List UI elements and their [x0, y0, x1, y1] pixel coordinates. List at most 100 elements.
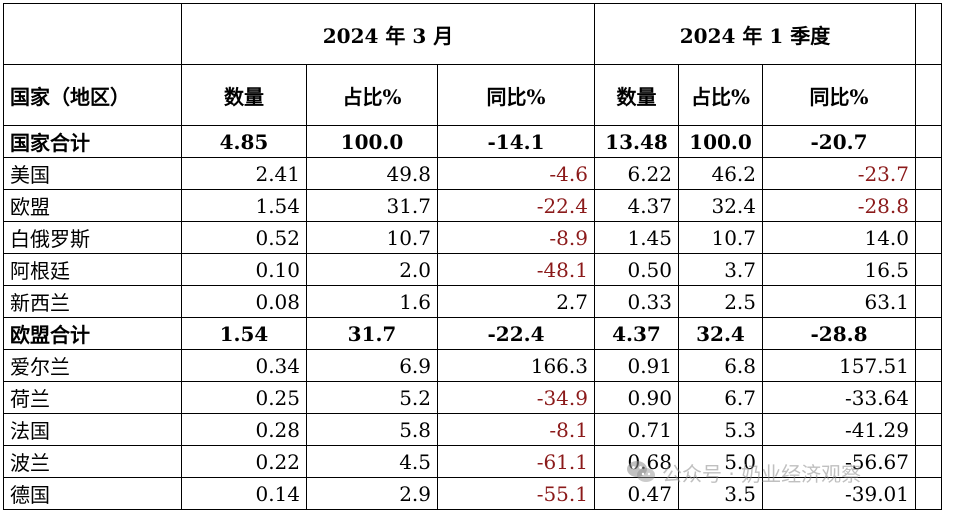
- column-header-qty-q1: 数量: [594, 64, 679, 126]
- value-cell-s1: 2.0: [306, 253, 438, 286]
- value-cell-s1: 4.5: [306, 445, 438, 478]
- value-cell-s1: 2.9: [306, 477, 438, 510]
- header-corner-cell: [3, 3, 182, 65]
- header-row-periods: 2024 年 3 月 2024 年 1 季度: [3, 3, 942, 65]
- value-cell-y1: -48.1: [437, 253, 595, 286]
- table-row: 阿根廷 0.10 2.0 -48.1 0.50 3.7 16.5: [3, 253, 942, 286]
- spare-cell: [915, 477, 942, 510]
- value-cell-y2: 16.5: [762, 253, 916, 286]
- table-row: 法国 0.28 5.8 -8.1 0.71 5.3 -41.29: [3, 413, 942, 446]
- value-cell-q1: 0.52: [181, 221, 307, 254]
- country-cell: 白俄罗斯: [3, 221, 182, 254]
- value-cell-s1: 10.7: [306, 221, 438, 254]
- value-cell-q1: 1.54: [181, 189, 307, 222]
- header-row-columns: 国家（地区） 数量 占比% 同比% 数量 占比% 同比%: [3, 64, 942, 126]
- spare-cell: [915, 253, 942, 286]
- value-cell-q2: 0.68: [594, 445, 679, 478]
- value-cell-q1: 1.54: [181, 317, 307, 350]
- table-row: 德国 0.14 2.9 -55.1 0.47 3.5 -39.01: [3, 477, 942, 510]
- value-cell-q2: 6.22: [594, 157, 679, 190]
- value-cell-s1: 100.0: [306, 125, 438, 158]
- value-cell-s1: 6.9: [306, 349, 438, 382]
- value-cell-s1: 49.8: [306, 157, 438, 190]
- value-cell-s2: 6.7: [678, 381, 763, 414]
- value-cell-s2: 5.3: [678, 413, 763, 446]
- value-cell-y1: -8.1: [437, 413, 595, 446]
- value-cell-q1: 4.85: [181, 125, 307, 158]
- value-cell-y1: -22.4: [437, 189, 595, 222]
- country-cell: 波兰: [3, 445, 182, 478]
- value-cell-s2: 3.7: [678, 253, 763, 286]
- spare-cell: [915, 189, 942, 222]
- value-cell-y2: -28.8: [762, 189, 916, 222]
- value-cell-q1: 0.14: [181, 477, 307, 510]
- import-data-table: 2024 年 3 月 2024 年 1 季度 国家（地区） 数量 占比% 同比%…: [3, 3, 942, 510]
- column-header-qty-march: 数量: [181, 64, 307, 126]
- value-cell-y2: -41.29: [762, 413, 916, 446]
- country-cell: 荷兰: [3, 381, 182, 414]
- value-cell-q2: 0.47: [594, 477, 679, 510]
- value-cell-s1: 5.8: [306, 413, 438, 446]
- value-cell-q2: 0.33: [594, 285, 679, 318]
- value-cell-q2: 0.90: [594, 381, 679, 414]
- value-cell-q2: 13.48: [594, 125, 679, 158]
- value-cell-s1: 5.2: [306, 381, 438, 414]
- value-cell-q1: 0.34: [181, 349, 307, 382]
- spare-cell: [915, 157, 942, 190]
- value-cell-q2: 0.50: [594, 253, 679, 286]
- column-header-share-march: 占比%: [306, 64, 438, 126]
- spare-column-subheader: [915, 64, 942, 126]
- value-cell-s1: 31.7: [306, 317, 438, 350]
- value-cell-y1: -22.4: [437, 317, 595, 350]
- value-cell-s1: 1.6: [306, 285, 438, 318]
- value-cell-y2: -28.8: [762, 317, 916, 350]
- country-cell: 新西兰: [3, 285, 182, 318]
- table-row: 荷兰 0.25 5.2 -34.9 0.90 6.7 -33.64: [3, 381, 942, 414]
- country-cell: 阿根廷: [3, 253, 182, 286]
- table-row: 欧盟 1.54 31.7 -22.4 4.37 32.4 -28.8: [3, 189, 942, 222]
- value-cell-y1: 166.3: [437, 349, 595, 382]
- value-cell-y2: -23.7: [762, 157, 916, 190]
- value-cell-q2: 1.45: [594, 221, 679, 254]
- value-cell-y1: -8.9: [437, 221, 595, 254]
- value-cell-y2: 63.1: [762, 285, 916, 318]
- table-body: 国家合计 4.85 100.0 -14.1 13.48 100.0 -20.7 美国 2.41 4…: [3, 125, 942, 510]
- value-cell-s2: 3.5: [678, 477, 763, 510]
- value-cell-q1: 0.25: [181, 381, 307, 414]
- column-header-country: 国家（地区）: [3, 64, 182, 126]
- table-row: 波兰 0.22 4.5 -61.1 0.68 5.0 -56.67: [3, 445, 942, 478]
- value-cell-q2: 4.37: [594, 189, 679, 222]
- value-cell-q1: 0.22: [181, 445, 307, 478]
- period-header-march: 2024 年 3 月: [181, 3, 595, 65]
- table-row: 白俄罗斯 0.52 10.7 -8.9 1.45 10.7 14.0: [3, 221, 942, 254]
- country-cell: 德国: [3, 477, 182, 510]
- spare-cell: [915, 381, 942, 414]
- value-cell-y2: -33.64: [762, 381, 916, 414]
- country-cell: 法国: [3, 413, 182, 446]
- spare-column-header: [915, 3, 942, 65]
- value-cell-s1: 31.7: [306, 189, 438, 222]
- column-header-yoy-q1: 同比%: [762, 64, 916, 126]
- value-cell-y1: -4.6: [437, 157, 595, 190]
- country-cell: 爱尔兰: [3, 349, 182, 382]
- spare-cell: [915, 317, 942, 350]
- value-cell-s2: 10.7: [678, 221, 763, 254]
- spare-cell: [915, 125, 942, 158]
- value-cell-q2: 4.37: [594, 317, 679, 350]
- value-cell-y1: -14.1: [437, 125, 595, 158]
- spare-cell: [915, 221, 942, 254]
- value-cell-y2: -20.7: [762, 125, 916, 158]
- country-cell: 欧盟合计: [3, 317, 182, 350]
- value-cell-q2: 0.71: [594, 413, 679, 446]
- value-cell-y1: -61.1: [437, 445, 595, 478]
- value-cell-q1: 2.41: [181, 157, 307, 190]
- value-cell-q1: 0.28: [181, 413, 307, 446]
- value-cell-y1: -34.9: [437, 381, 595, 414]
- period-header-q1: 2024 年 1 季度: [594, 3, 916, 65]
- column-header-yoy-march: 同比%: [437, 64, 595, 126]
- value-cell-s2: 5.0: [678, 445, 763, 478]
- table-row-subtotal: 国家合计 4.85 100.0 -14.1 13.48 100.0 -20.7: [3, 125, 942, 158]
- table-row: 爱尔兰 0.34 6.9 166.3 0.91 6.8 157.51: [3, 349, 942, 382]
- spare-cell: [915, 349, 942, 382]
- value-cell-s2: 32.4: [678, 317, 763, 350]
